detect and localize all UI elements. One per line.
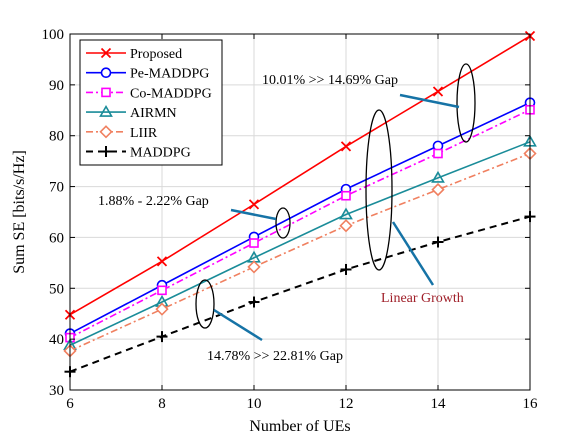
data-point — [432, 86, 444, 97]
y-tick-label: 50 — [49, 281, 64, 297]
series-line — [69, 109, 531, 339]
data-point-stroke — [432, 86, 444, 97]
series-line — [69, 215, 531, 373]
y-tick-label: 70 — [49, 180, 64, 196]
data-point — [248, 296, 260, 308]
series-line — [69, 35, 531, 316]
data-point-stroke — [248, 199, 260, 210]
series-liir — [63, 146, 537, 358]
y-axis-title: Sum SE [bits/s/Hz] — [11, 150, 28, 274]
legend-label: AIRMN — [130, 106, 177, 121]
data-point — [432, 236, 444, 248]
data-point — [156, 256, 168, 267]
legend-item: Co-MADDPG — [86, 86, 212, 101]
annotation-ellipse-low — [195, 279, 215, 329]
data-point — [339, 219, 353, 233]
legend: Proposed Pe-MADDPG Co-MADDPG AIRMN LIIR MADDP… — [79, 39, 223, 166]
annotation-ellipse-big — [365, 109, 393, 271]
x-tick-label: 12 — [339, 396, 354, 412]
data-point — [341, 190, 351, 201]
x-tick-label: 8 — [158, 396, 166, 412]
y-tick-label: 90 — [49, 78, 64, 94]
series-line — [69, 101, 531, 335]
legend-marker — [99, 125, 113, 139]
data-point — [249, 238, 259, 248]
legend-item: MADDPG — [86, 146, 191, 161]
data-point — [248, 199, 260, 210]
annotation-label-low: 14.78% >> 22.81% Gap — [207, 349, 343, 364]
legend-item: Pe-MADDPG — [86, 67, 209, 82]
y-tick-label: 100 — [42, 27, 65, 43]
legend-box — [79, 39, 223, 166]
legend-marker — [100, 67, 112, 78]
data-point — [247, 260, 261, 274]
legend-marker-stroke — [100, 47, 112, 59]
legend-marker — [101, 87, 111, 98]
ticks: 6 8 10 12 14 16 30 40 50 60 70 80 90 100 — [42, 27, 539, 412]
legend-marker — [100, 47, 112, 59]
y-tick-label: 30 — [49, 383, 64, 399]
legend-label: Proposed — [130, 47, 182, 62]
plot-frame — [69, 33, 531, 391]
data-point — [156, 331, 168, 343]
legend-label: Co-MADDPG — [130, 86, 212, 101]
legend-item: LIIR — [86, 125, 158, 141]
annotation-arrow-top — [399, 93, 460, 109]
legend-label: MADDPG — [130, 146, 191, 161]
x-tick-label: 16 — [523, 396, 539, 412]
annotation-arrow-mid-left — [230, 208, 277, 221]
data-point — [340, 141, 352, 152]
data-point — [431, 182, 445, 197]
legend-item: AIRMN — [86, 105, 177, 121]
y-tick-label: 80 — [49, 129, 64, 145]
data-point — [340, 263, 352, 275]
data-point — [431, 170, 445, 183]
annotation-ellipse-mid-left — [275, 207, 291, 239]
annotation-arrow-low — [213, 308, 263, 342]
annotation-label-linear: Linear Growth — [381, 291, 464, 306]
x-axis-title: Number of UEs — [249, 418, 350, 435]
annotation-arrow-big — [391, 221, 435, 286]
legend-marker — [99, 105, 113, 117]
data-point — [339, 207, 353, 220]
data-point — [157, 285, 167, 296]
legend-label: LIIR — [130, 126, 158, 141]
legend-label: Pe-MADDPG — [130, 67, 209, 82]
x-tick-label: 10 — [247, 396, 262, 412]
y-tick-label: 40 — [49, 332, 64, 348]
legend-marker — [100, 146, 112, 157]
series-line — [69, 141, 531, 346]
legend-item: Proposed — [86, 47, 182, 62]
series-layer — [63, 30, 537, 378]
annotation-label-mid-left: 1.88% - 2.22% Gap — [98, 194, 209, 209]
y-tick-label: 60 — [49, 230, 64, 246]
x-tick-label: 14 — [431, 396, 447, 412]
annotation-label-top: 10.01% >> 14.69% Gap — [262, 73, 398, 88]
data-point-stroke — [340, 141, 352, 152]
series-proposed — [64, 30, 536, 320]
annotations: 10.01% >> 14.69% Gap 1.88% - 2.22% Gap L… — [98, 63, 476, 364]
data-point — [433, 148, 443, 159]
x-tick-label: 6 — [66, 396, 74, 412]
data-point — [155, 302, 169, 316]
data-point-stroke — [156, 256, 168, 267]
annotation-ellipse-top — [456, 63, 476, 143]
